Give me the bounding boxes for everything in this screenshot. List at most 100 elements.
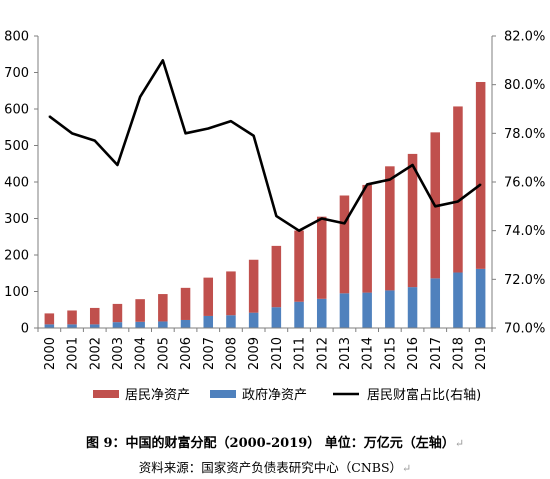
legend-swatch-household (93, 390, 119, 398)
bar-government-2001 (67, 324, 77, 328)
household-share-line (48, 59, 482, 232)
x-tick-label-2013: 2013 (338, 337, 353, 370)
bar-government-2000 (44, 324, 55, 328)
x-tick-label-2001: 2001 (66, 337, 81, 370)
household-share-point-2011 (298, 229, 300, 232)
bar-household-2005 (158, 294, 168, 322)
bar-household-2002 (89, 307, 100, 325)
x-tick-label-2010: 2010 (270, 337, 285, 370)
bar-household-2012 (316, 216, 327, 299)
household-share-point-2017 (434, 205, 437, 208)
x-tick-label-2012: 2012 (315, 337, 330, 370)
y-left-tick-label: 700 (4, 66, 29, 81)
household-share-point-2016 (411, 164, 414, 166)
household-share-point-2018 (457, 200, 459, 203)
x-tick-label-2000: 2000 (43, 337, 58, 370)
household-share-point-2001 (71, 132, 73, 135)
bar-government-2018 (453, 272, 463, 328)
bar-household-2003 (112, 303, 123, 323)
x-tick-label-2008: 2008 (224, 337, 239, 370)
household-share-point-2006 (184, 132, 187, 135)
y-right-tick-label: 74.0% (504, 224, 545, 239)
x-tick-label-2007: 2007 (202, 337, 217, 370)
household-share-point-2007 (207, 127, 210, 130)
bar-government-2003 (112, 322, 123, 328)
x-tick-label-2009: 2009 (247, 337, 262, 370)
bar-government-2010 (271, 307, 282, 328)
bar-household-2007 (203, 277, 214, 316)
legend-label-share: 居民财富占比(右轴) (367, 387, 481, 403)
bar-government-2011 (294, 301, 304, 328)
chart: 0 100 200 300 400 500 600 700 800 70.0% 72.0% 74.0%… (4, 30, 545, 404)
y-right-tick-label: 76.0% (504, 176, 545, 191)
legend-swatch-government (210, 390, 236, 398)
y-left-tick-label: 0 (21, 322, 29, 337)
bar-government-2004 (135, 321, 145, 328)
household-share-point-2000 (48, 115, 51, 118)
y-left-tick-label: 500 (4, 139, 29, 154)
bar-government-2008 (226, 315, 236, 328)
y-right-tick-label: 78.0% (504, 127, 545, 142)
bar-household-2010 (271, 245, 282, 308)
source-note-text: 资料来源：国家资产负债表研究中心（CNBS） (138, 460, 403, 475)
paragraph-mark: ↵ (402, 462, 412, 475)
y-left-tick-label: 300 (4, 212, 29, 227)
household-share-point-2004 (139, 96, 141, 98)
source-note: 资料来源：国家资产负债表研究中心（CNBS）↵ (0, 457, 550, 476)
y-left-tick-label: 800 (4, 30, 29, 45)
household-share-point-2019 (479, 183, 482, 186)
y-right-tick-label: 82.0% (504, 30, 545, 45)
bar-household-2006 (180, 287, 191, 320)
y-right-tick-label: 80.0% (504, 78, 545, 93)
household-share-point-2012 (320, 217, 323, 220)
household-share-point-2002 (93, 139, 96, 142)
figure-caption: 图 9：中国的财富分配（2000-2019） 单位：万亿元（左轴）↵ (0, 432, 550, 451)
x-tick-label-2006: 2006 (179, 337, 194, 370)
bar-household-2001 (67, 310, 77, 325)
y-left-tick-label: 200 (4, 249, 29, 264)
household-share-point-2010 (275, 215, 278, 217)
x-tick-label-2018: 2018 (451, 337, 466, 370)
bar-government-2007 (203, 315, 214, 328)
household-share-point-2003 (116, 164, 119, 166)
bar-government-2006 (180, 319, 191, 328)
bar-government-2019 (475, 268, 486, 328)
bar-household-2004 (135, 299, 145, 322)
bar-household-2014 (362, 184, 372, 293)
bar-government-2002 (89, 324, 100, 328)
bar-household-2009 (248, 259, 259, 313)
x-tick-label-2003: 2003 (111, 337, 126, 370)
bar-government-2012 (316, 298, 327, 328)
x-tick-label-2005: 2005 (156, 337, 171, 370)
bar-government-2015 (385, 290, 395, 328)
figure-caption-text: 图 9：中国的财富分配（2000-2019） 单位：万亿元（左轴） (85, 436, 455, 451)
household-share-point-2009 (252, 134, 255, 137)
bar-household-2000 (44, 313, 55, 325)
y-left-tick-label: 400 (4, 176, 29, 191)
x-tick-label-2014: 2014 (361, 337, 376, 370)
x-tick-label-2011: 2011 (293, 337, 308, 370)
household-share-point-2005 (162, 59, 164, 62)
x-tick-label-2017: 2017 (429, 337, 444, 370)
bar-government-2017 (430, 278, 441, 328)
bar-government-2013 (339, 293, 350, 328)
bar-household-2011 (294, 230, 304, 302)
y-left-tick-label: 100 (4, 285, 29, 300)
y-right-tick-label: 72.0% (504, 273, 545, 288)
x-tick-label-2004: 2004 (134, 337, 149, 370)
bar-household-2008 (226, 271, 236, 316)
y-left-tick-label: 600 (4, 103, 29, 118)
bar-household-2015 (385, 166, 395, 291)
household-share-point-2008 (230, 120, 232, 122)
bar-government-2014 (362, 292, 372, 328)
bar-household-2019 (475, 81, 486, 269)
legend-label-household: 居民净资产 (125, 388, 190, 403)
legend-label-government: 政府净资产 (242, 388, 307, 403)
household-share-point-2013 (343, 222, 346, 225)
bar-household-2016 (407, 153, 418, 288)
x-tick-label-2019: 2019 (474, 337, 489, 370)
paragraph-mark: ↵ (454, 437, 465, 450)
y-right-tick-label: 70.0% (504, 322, 545, 337)
bar-government-2009 (248, 312, 259, 328)
x-tick-label-2016: 2016 (406, 337, 421, 370)
